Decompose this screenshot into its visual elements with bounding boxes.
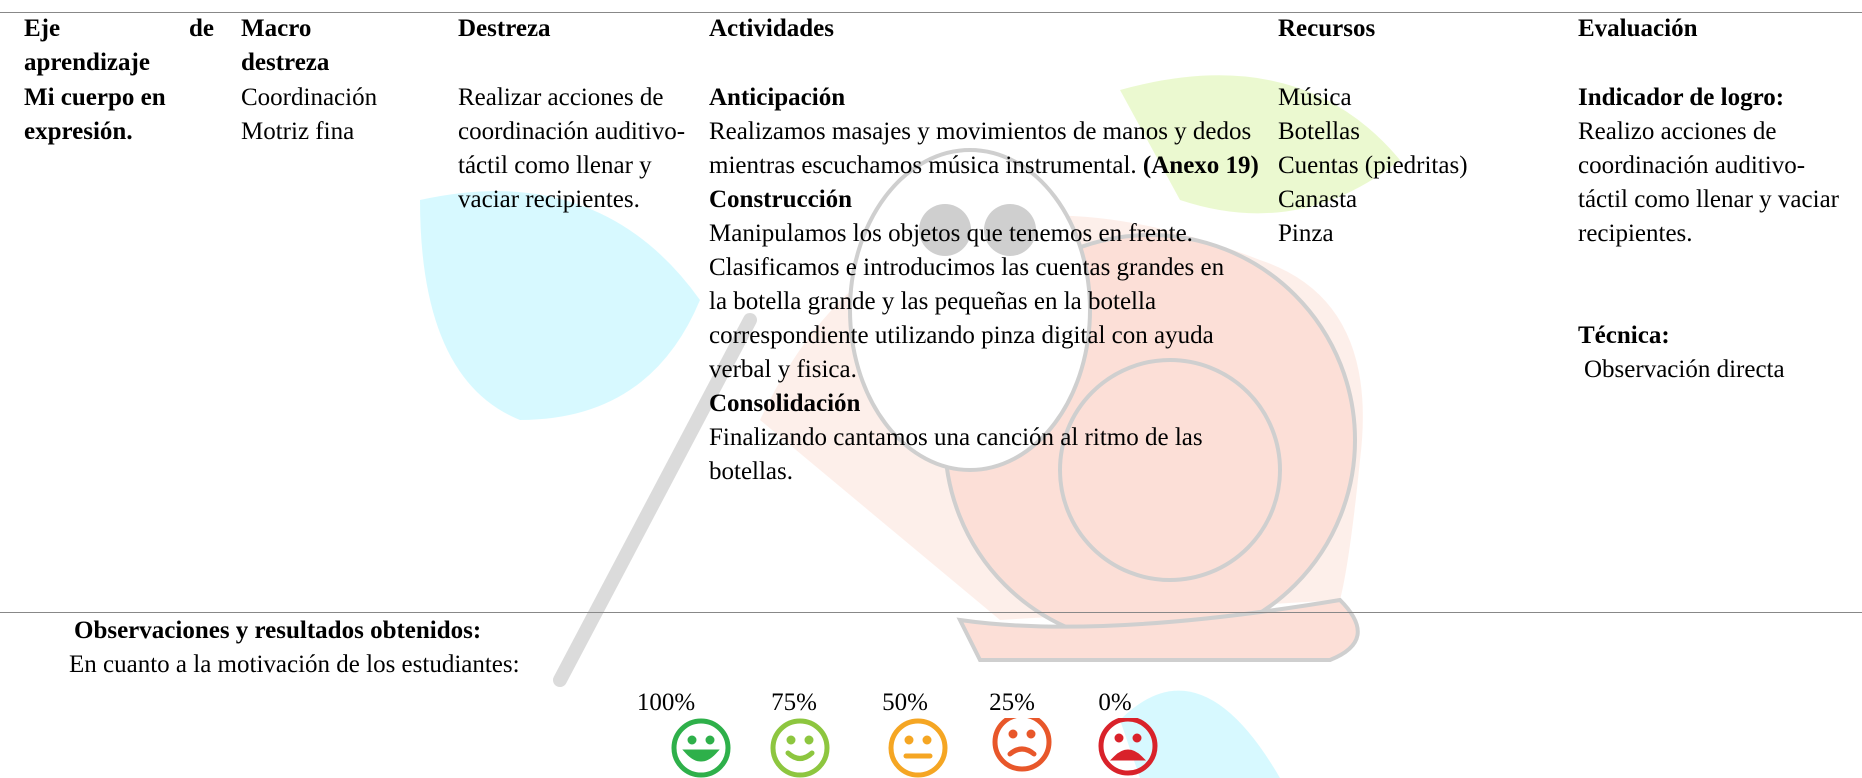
glasses — [984, 204, 1036, 256]
cell: Coordinación Motriz fina — [241, 81, 377, 149]
cell-line: Coordinación — [241, 84, 378, 111]
scale-label: 100% — [636, 689, 696, 716]
heading: Construcción — [709, 186, 853, 213]
header-cell: Actividades — [709, 15, 834, 42]
face — [992, 718, 1052, 772]
paragraph: Manipulamos los objetos que tenemos en f… — [709, 220, 1193, 247]
paragraph: Observación directa — [1584, 356, 1785, 383]
annex: (Anexo 19) — [1142, 152, 1259, 179]
cell: Indicador de logro: Realizo acciones de … — [1578, 81, 1848, 387]
paragraph: Realizo acciones de coordinación auditiv… — [1578, 118, 1839, 247]
heading: Consolidación — [709, 390, 861, 417]
header-cell: Destreza — [458, 15, 551, 42]
cell: Mi cuerpo en expresión. — [24, 84, 166, 145]
rule — [0, 12, 1862, 13]
scale-label: 25% — [989, 689, 1035, 716]
heading: Anticipación — [709, 84, 846, 111]
cell: Música Botellas Cuentas (piedritas) Cana… — [1278, 81, 1468, 251]
header-cell: Eje de aprendizaje — [24, 15, 214, 76]
leaf — [1120, 690, 1280, 778]
paragraph: Finalizando cantamos una canción al ritm… — [709, 424, 1203, 485]
cell: Realizar acciones de coordinación auditi… — [458, 84, 686, 213]
paragraph: Realizamos masajes y movimientos de mano… — [709, 115, 1259, 183]
scale-label: 50% — [882, 689, 928, 716]
face — [1098, 718, 1158, 776]
obs-text: En cuanto a la motivación de los estudia… — [69, 651, 520, 678]
scale-label: 75% — [771, 689, 817, 716]
cell-line: Motriz fina — [241, 118, 355, 145]
resource: Música — [1278, 84, 1352, 111]
paragraph: Clasificamos e introducimos las cuentas … — [709, 254, 1225, 383]
leaf — [420, 191, 700, 420]
snail-shell — [943, 233, 1357, 647]
cane — [553, 313, 757, 687]
face — [770, 718, 830, 778]
cell: Anticipación Realizamos masajes y movimi… — [709, 81, 1259, 489]
snail-spiral — [1058, 358, 1282, 582]
glasses — [919, 204, 971, 256]
heading: Indicador de logro: — [1578, 84, 1785, 111]
scale-label: 0% — [1098, 689, 1132, 716]
face — [671, 718, 731, 778]
faces — [671, 718, 1158, 778]
resource: Pinza — [1278, 220, 1334, 247]
resource: Botellas — [1278, 118, 1360, 145]
face — [888, 718, 948, 778]
resource: Cuentas (piedritas) — [1278, 152, 1468, 179]
obs-title: Observaciones y resultados obtenidos: — [74, 617, 482, 644]
snail-body — [956, 597, 1360, 662]
leaf — [1120, 75, 1400, 214]
header-cell: Evaluación — [1578, 15, 1698, 42]
heading: Técnica: — [1578, 322, 1670, 349]
resource: Canasta — [1278, 186, 1358, 213]
leaf — [760, 215, 1363, 621]
header-cell: Recursos — [1278, 15, 1376, 42]
rule — [0, 612, 1862, 613]
header-cell: Macro destreza — [241, 15, 330, 76]
text: Realizamos masajes y movimientos de mano… — [709, 118, 1252, 179]
snail-head — [848, 148, 1092, 472]
